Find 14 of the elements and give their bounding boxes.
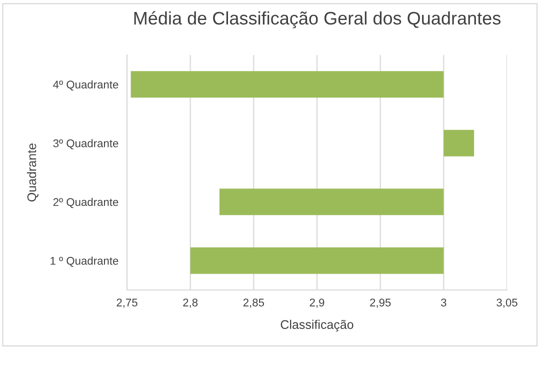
x-tick-label: 2,85 [243, 298, 264, 308]
x-tick-label: 3,05 [496, 298, 518, 308]
x-tick-label: 2,8 [183, 298, 198, 308]
chart-title: Média de Classificação Geral dos Quadrantes [134, 11, 501, 28]
x-tick-label: 2,9 [310, 298, 324, 308]
y-tick-label: 1 º Quadrante [50, 256, 118, 267]
y-tick-label: 2º Quadrante [53, 198, 118, 208]
x-tick-label: 3 [441, 298, 446, 306]
y-axis-title: Quadrante [26, 144, 38, 202]
x-axis-title: Classificação [280, 320, 354, 332]
x-tick-label: 2,75 [116, 298, 138, 308]
y-tick-label: 3º Quadrante [53, 139, 118, 150]
x-tick-label: 2,95 [370, 298, 391, 308]
y-tick-label: 4º Quadrante [53, 80, 118, 90]
